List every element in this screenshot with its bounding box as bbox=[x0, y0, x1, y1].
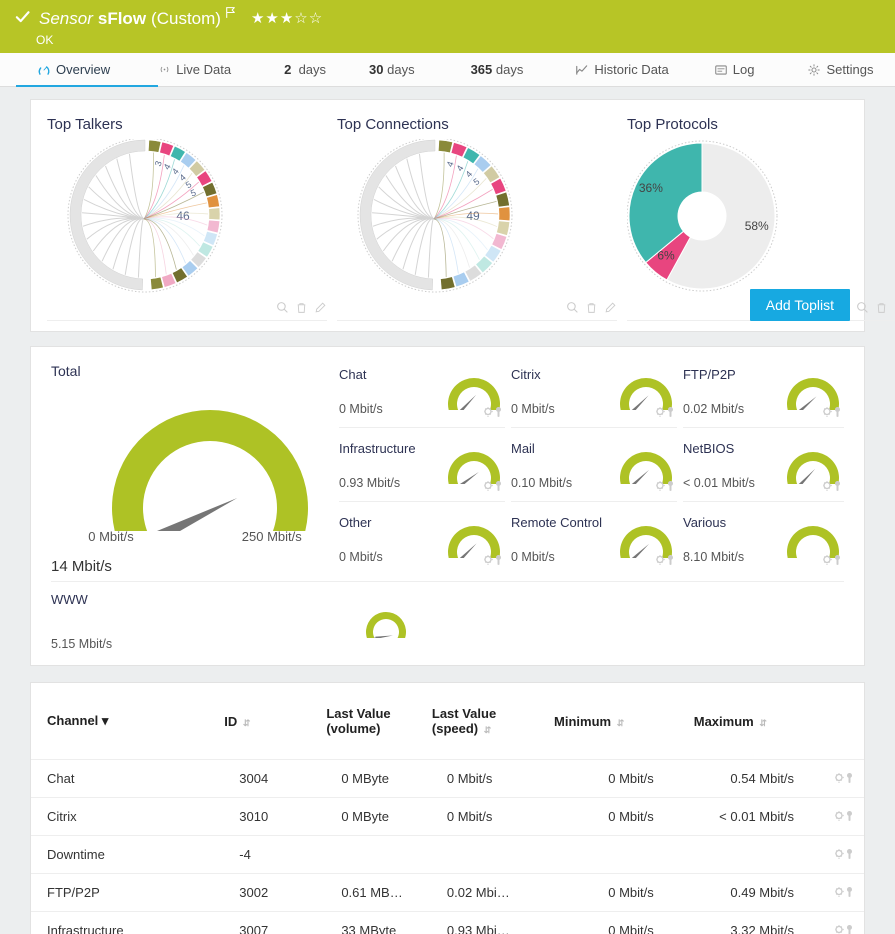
svg-text:49: 49 bbox=[466, 209, 480, 223]
svg-text:46: 46 bbox=[176, 209, 190, 223]
svg-text:5: 5 bbox=[189, 188, 197, 199]
svg-text:36%: 36% bbox=[639, 181, 663, 195]
svg-text:58%: 58% bbox=[745, 219, 769, 233]
